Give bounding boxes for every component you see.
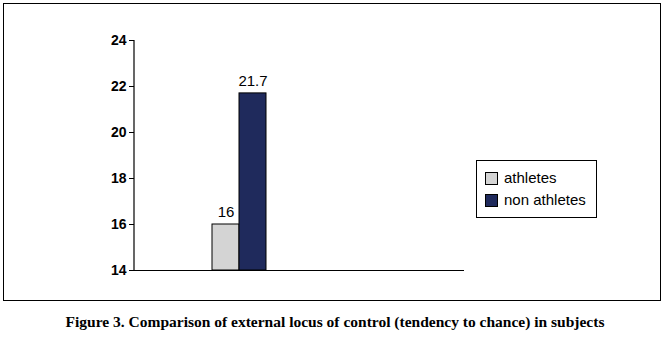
svg-text:22: 22	[111, 78, 127, 94]
html-text:athletes: athletes	[504, 169, 557, 186]
svg-text:18: 18	[111, 170, 127, 186]
svg-text:24: 24	[111, 32, 127, 48]
html-text:Figure 3. Comparison of extern: Figure 3. Comparison of external locus o…	[65, 313, 605, 330]
svg-text:21.7: 21.7	[238, 72, 267, 89]
svg-text:16: 16	[218, 203, 235, 220]
svg-text:16: 16	[111, 216, 127, 232]
html-text:non athletes: non athletes	[504, 191, 586, 208]
svg-text:14: 14	[111, 262, 127, 278]
svg-text:20: 20	[111, 124, 127, 140]
